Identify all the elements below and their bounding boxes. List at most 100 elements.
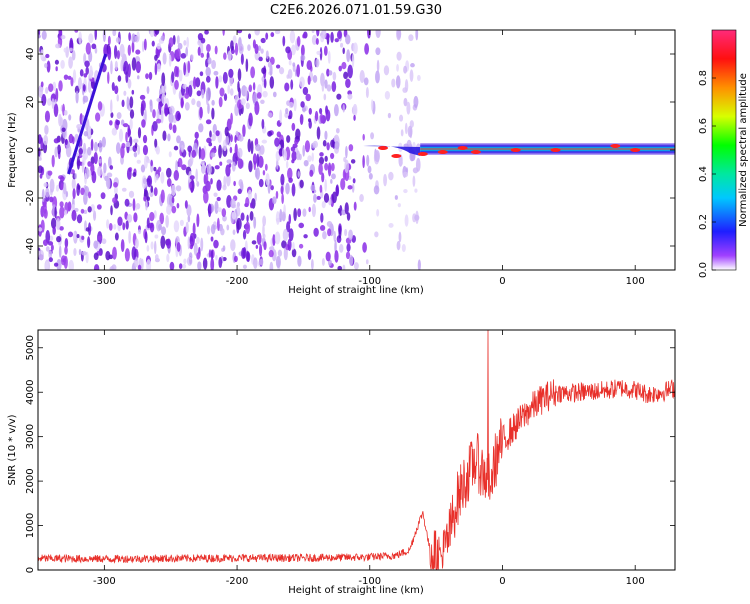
noise-blob xyxy=(173,65,179,78)
noise-blob xyxy=(145,73,149,80)
noise-blob xyxy=(362,155,365,169)
noise-blob xyxy=(140,164,146,173)
noise-blob xyxy=(181,263,187,269)
bottom-panel: -300 -200 -100 0 100 0 1000 2000 3000 4000 5000 H… xyxy=(7,329,676,596)
noise-blob xyxy=(81,159,85,173)
noise-blob xyxy=(310,184,316,192)
noise-blob xyxy=(148,71,153,81)
noise-blob xyxy=(59,176,65,182)
noise-blob xyxy=(250,140,254,155)
noise-blob xyxy=(283,246,288,261)
noise-blob xyxy=(315,37,319,45)
noise-blob xyxy=(215,254,218,261)
noise-blob xyxy=(300,101,305,108)
noise-blob xyxy=(227,50,232,62)
noise-blob xyxy=(40,49,44,61)
noise-blob xyxy=(193,242,198,256)
noise-blob xyxy=(201,162,206,173)
noise-blob xyxy=(182,83,187,90)
direct-signal-trace xyxy=(67,53,108,175)
noise-blob xyxy=(256,92,262,99)
noise-blob xyxy=(156,98,162,103)
noise-blob xyxy=(150,159,153,167)
noise-blob xyxy=(275,255,281,268)
noise-blob xyxy=(168,122,173,131)
noise-blob xyxy=(206,137,212,144)
noise-blob xyxy=(114,85,119,95)
noise-blob xyxy=(206,163,212,176)
noise-blob xyxy=(213,239,219,249)
noise-blob xyxy=(160,235,166,249)
noise-blob xyxy=(311,30,315,34)
noise-blob xyxy=(215,130,220,137)
noise-blob xyxy=(110,60,113,75)
noise-blob xyxy=(63,109,68,116)
noise-blob xyxy=(168,112,174,124)
y-tick-label: 1000 xyxy=(25,513,36,538)
noise-blob xyxy=(330,178,333,184)
noise-blob xyxy=(204,30,209,35)
noise-blob xyxy=(38,34,42,39)
noise-blob xyxy=(144,231,148,244)
noise-blob xyxy=(342,264,346,270)
noise-blob xyxy=(254,192,257,202)
noise-blob xyxy=(326,68,330,77)
noise-blob xyxy=(388,223,394,228)
noise-blob xyxy=(110,205,113,216)
noise-blob xyxy=(91,43,97,50)
noise-blob xyxy=(150,241,154,250)
noise-field xyxy=(38,30,422,270)
noise-blob xyxy=(408,34,414,42)
noise-blob xyxy=(75,90,79,104)
noise-blob xyxy=(55,88,59,102)
top-x-label: Height of straight line (km) xyxy=(288,285,424,296)
noise-blob xyxy=(153,240,157,255)
noise-blob xyxy=(181,144,184,153)
noise-blob xyxy=(211,99,215,106)
noise-blob xyxy=(316,195,321,200)
noise-blob xyxy=(166,204,172,215)
noise-blob xyxy=(383,65,390,76)
noise-blob xyxy=(323,193,330,203)
noise-blob xyxy=(410,63,415,68)
noise-blob xyxy=(60,59,65,69)
noise-blob xyxy=(46,60,51,73)
noise-blob xyxy=(134,142,138,149)
noise-blob xyxy=(63,47,67,53)
noise-blob xyxy=(259,258,264,266)
noise-blob xyxy=(370,99,374,111)
noise-blob xyxy=(98,158,102,164)
noise-blob xyxy=(53,262,59,267)
noise-blob xyxy=(165,215,169,228)
noise-blob xyxy=(210,152,216,158)
noise-blob xyxy=(58,245,62,258)
noise-blob xyxy=(328,198,332,206)
noise-blob xyxy=(129,96,134,109)
noise-blob xyxy=(41,188,45,203)
noise-blob xyxy=(56,235,62,243)
noise-blob xyxy=(188,84,193,98)
noise-blob xyxy=(64,209,68,216)
noise-blob xyxy=(196,90,202,97)
noise-blob xyxy=(349,254,354,266)
noise-blob xyxy=(40,81,44,88)
noise-blob xyxy=(197,46,201,56)
noise-blob xyxy=(109,165,114,170)
noise-blob xyxy=(135,49,141,55)
bottom-y-label: SNR (10 * v/v) xyxy=(7,414,18,485)
noise-blob xyxy=(368,173,373,180)
noise-blob xyxy=(312,74,318,83)
noise-blob xyxy=(74,85,80,94)
noise-blob xyxy=(157,166,162,173)
noise-blob xyxy=(334,250,339,263)
noise-blob xyxy=(169,105,175,115)
bottom-frame xyxy=(37,329,676,571)
noise-blob xyxy=(176,242,181,252)
noise-blob xyxy=(87,161,92,167)
noise-blob xyxy=(164,103,169,117)
noise-blob xyxy=(94,30,98,41)
noise-blob xyxy=(161,72,166,87)
noise-blob xyxy=(291,183,296,197)
noise-blob xyxy=(154,62,158,76)
noise-blob xyxy=(353,114,356,121)
